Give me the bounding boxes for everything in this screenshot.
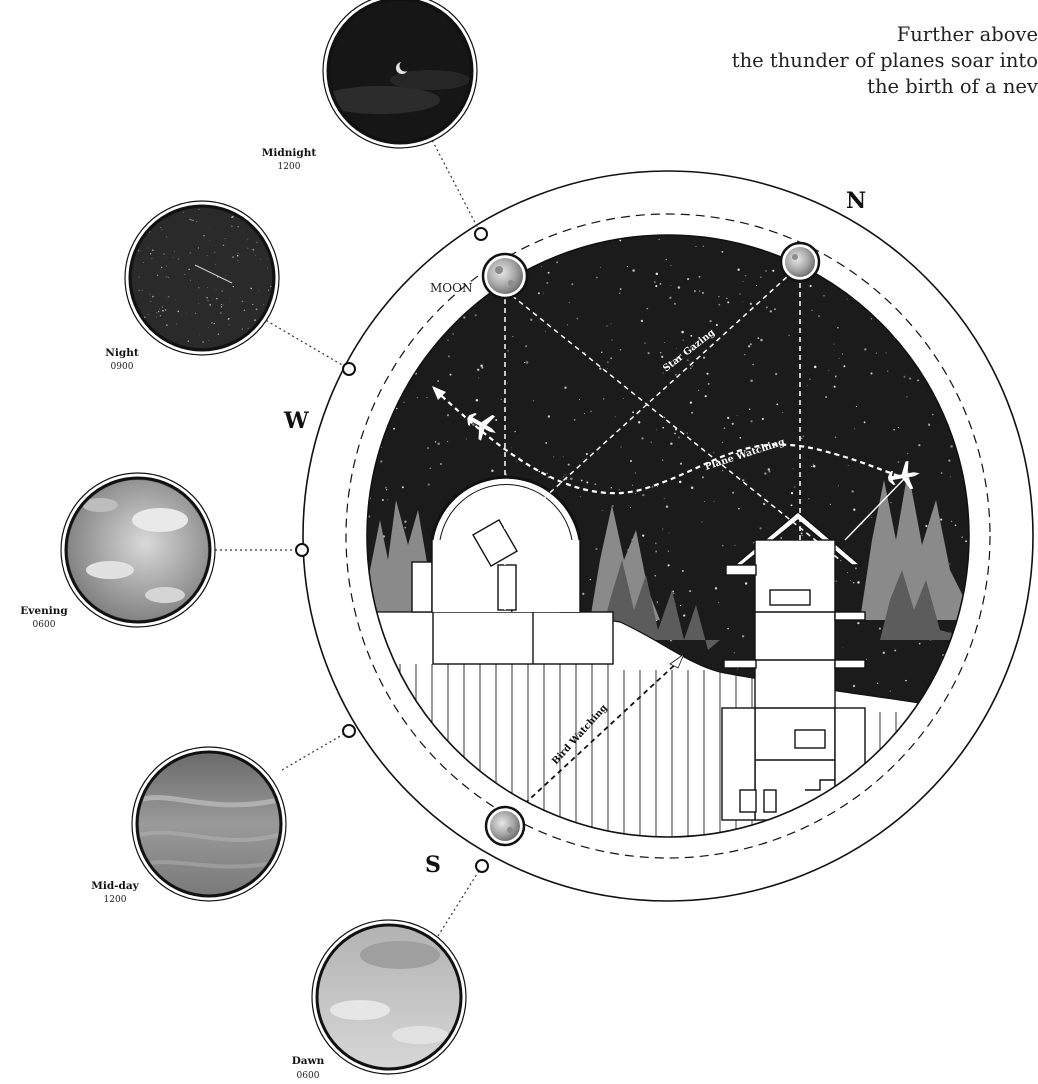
phase-dawn [311,919,467,1075]
activity-lines [434,264,906,640]
phase-evening-name: Evening [20,605,68,617]
observatory-building [411,475,614,665]
plane-beam-line [844,477,906,541]
ring-nodes [295,227,489,873]
arrow-head-icon [432,386,446,400]
phase-midday [131,746,287,902]
moon-position-2 [779,241,821,283]
orbit-dashed-ring [345,213,991,859]
compass-north: N [846,188,866,214]
quote-line-3: the birth of a nev [867,75,1038,98]
quote-text: Further above the thunder of planes soar… [338,22,1038,100]
tower-house [721,511,866,821]
bird-watching-line [504,659,681,823]
quote-line-1: Further above [896,23,1038,46]
bird-icon [669,652,685,669]
quote-line-2: the thunder of planes soar into [731,49,1038,72]
phase-dawn-name: Dawn [292,1055,325,1067]
compass-south: S [425,852,441,878]
phase-evening-time: 0600 [33,620,56,630]
moon-position-3 [484,805,526,847]
phase-night [124,200,280,356]
moon-position-1 [481,252,529,300]
phase-midnight-time: 1200 [278,162,301,172]
inner-sky-border [366,234,970,838]
airplane-icon [467,412,496,441]
phase-midnight-name: Midnight [262,147,317,159]
phase-dawn-time: 0600 [297,1071,320,1081]
phase-midday-time: 1200 [104,895,127,905]
phase-evening [60,472,216,628]
phase-midday-name: Mid-day [91,880,139,892]
phase-night-time: 0900 [111,362,134,372]
outer-ring [302,170,1034,902]
phase-connectors [210,135,483,937]
moon-label: MOON [430,281,472,295]
phase-midnight [322,0,478,149]
airplane-icon [887,460,920,490]
inner-sky-disc: Star Gazing Plane Watching Bird Watching [367,235,969,837]
compass-west: W [283,408,309,434]
near-tree-line [600,560,969,650]
phase-night-name: Night [105,347,139,359]
